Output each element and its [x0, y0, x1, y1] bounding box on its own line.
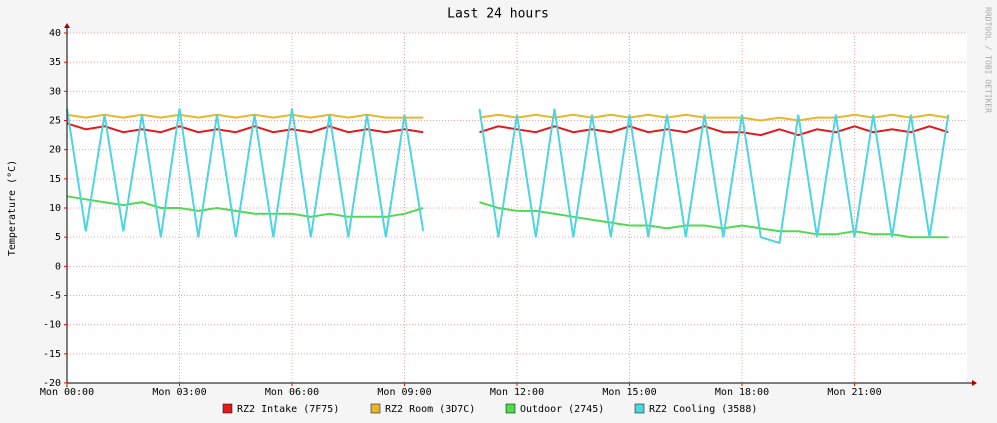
legend-label: Outdoor (2745): [520, 404, 604, 415]
y-tick-label: 40: [49, 28, 61, 39]
x-arrow: [972, 380, 977, 386]
x-tick-label: Mon 03:00: [152, 387, 206, 398]
x-tick-label: Mon 09:00: [377, 387, 431, 398]
y-axis-label: Temperature (°C): [7, 160, 18, 256]
chart-title: Last 24 hours: [447, 7, 549, 22]
y-tick-label: 5: [55, 232, 61, 243]
y-tick-label: -15: [43, 349, 61, 360]
x-tick-label: Mon 18:00: [715, 387, 769, 398]
y-arrow: [64, 23, 70, 28]
y-tick-label: -5: [49, 291, 61, 302]
y-tick-label: 30: [49, 86, 61, 97]
y-tick-label: -10: [43, 320, 61, 331]
legend-label: RZ2 Room (3D7C): [385, 404, 475, 415]
legend-swatch: [370, 403, 381, 414]
legend-label: RZ2 Cooling (3588): [649, 404, 757, 415]
y-tick-label: 10: [49, 203, 61, 214]
legend-swatch: [505, 403, 516, 414]
y-tick-label: 20: [49, 145, 61, 156]
legend-label: RZ2 Intake (7F75): [237, 404, 339, 415]
x-tick-label: Mon 12:00: [490, 387, 544, 398]
x-tick-label: Mon 00:00: [40, 387, 94, 398]
y-tick-label: 25: [49, 116, 61, 127]
x-tick-label: Mon 06:00: [265, 387, 319, 398]
watermark: RRDTOOL / TOBI OETIKER: [984, 7, 993, 113]
legend-swatch: [634, 403, 645, 414]
x-tick-label: Mon 15:00: [602, 387, 656, 398]
series-line: [66, 108, 950, 245]
x-tick-label: Mon 21:00: [827, 387, 881, 398]
y-tick-label: 15: [49, 174, 61, 185]
y-tick-label: 35: [49, 57, 61, 68]
y-tick-label: 0: [55, 261, 61, 272]
legend-swatch: [222, 403, 233, 414]
y-tick-label: -20: [43, 378, 61, 389]
series-line: [66, 195, 949, 239]
series-line: [66, 113, 949, 122]
